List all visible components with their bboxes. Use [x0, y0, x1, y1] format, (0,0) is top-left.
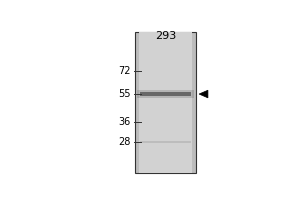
Bar: [140, 92, 191, 96]
Bar: [137, 90, 194, 98]
Bar: [139, 32, 192, 173]
Bar: [140, 141, 191, 143]
Text: 72: 72: [118, 66, 130, 76]
Bar: [135, 32, 196, 173]
Text: 55: 55: [118, 89, 130, 99]
Text: 36: 36: [118, 117, 130, 127]
Polygon shape: [199, 90, 208, 98]
Text: 293: 293: [155, 31, 176, 41]
Text: 28: 28: [118, 137, 130, 147]
